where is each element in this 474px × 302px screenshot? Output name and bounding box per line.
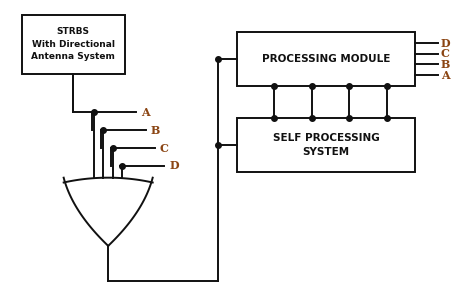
Text: D: D xyxy=(169,160,179,171)
Text: B: B xyxy=(150,125,160,136)
Text: C: C xyxy=(160,143,169,153)
FancyBboxPatch shape xyxy=(237,32,415,86)
Text: STRBS
With Directional
Antenna System: STRBS With Directional Antenna System xyxy=(31,27,115,61)
FancyBboxPatch shape xyxy=(21,14,125,74)
Text: A: A xyxy=(141,107,150,118)
Text: C: C xyxy=(441,48,450,59)
Text: PROCESSING MODULE: PROCESSING MODULE xyxy=(262,54,390,64)
Text: SELF PROCESSING
SYSTEM: SELF PROCESSING SYSTEM xyxy=(273,133,379,157)
FancyBboxPatch shape xyxy=(237,118,415,172)
Text: A: A xyxy=(441,69,449,81)
Text: B: B xyxy=(441,59,450,70)
Text: D: D xyxy=(441,37,450,49)
